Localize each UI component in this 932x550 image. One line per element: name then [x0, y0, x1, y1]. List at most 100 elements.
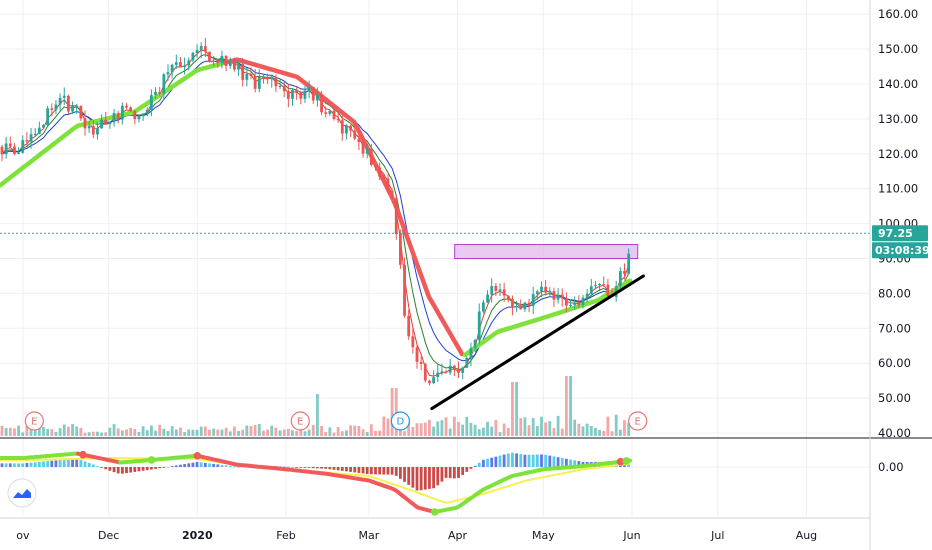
volume-bar	[540, 416, 543, 436]
macd-histogram-bar	[519, 454, 523, 467]
event-badge-circle	[390, 411, 410, 431]
volume-bar	[486, 421, 489, 436]
macd-histogram-bar	[216, 464, 220, 467]
volume-bar	[104, 432, 108, 436]
volume-bar	[378, 430, 382, 436]
macd-histogram-bar	[461, 467, 465, 475]
volume-bar	[233, 426, 236, 436]
macd-histogram-bar	[13, 463, 16, 467]
volume-bar	[432, 426, 435, 436]
volume-bar	[108, 427, 112, 436]
macd-histogram-bar	[29, 462, 33, 467]
volume-bar	[390, 388, 394, 436]
volume-bar	[286, 428, 290, 436]
candle-body	[303, 90, 307, 99]
candle-body	[311, 87, 315, 101]
volume-bar	[203, 426, 207, 436]
macd-histogram-bar	[125, 467, 128, 474]
candle-body	[100, 119, 103, 129]
volume-bar	[67, 426, 70, 436]
volume-bar	[365, 431, 369, 436]
candle-body	[411, 336, 415, 348]
time-axis[interactable]: ov Dec 2020 Feb Mar Apr May Jun Jul Aug	[16, 529, 817, 542]
event-badge-label: E	[31, 417, 37, 428]
candle-body	[436, 372, 440, 378]
volume-bar	[91, 431, 95, 436]
volume-bar	[506, 427, 510, 436]
candlesticks	[0, 37, 631, 386]
candle-body	[212, 61, 216, 63]
candle-body	[195, 50, 199, 53]
support-trendline[interactable]	[430, 274, 645, 411]
candle-body	[415, 347, 419, 362]
candle-body	[307, 87, 311, 91]
macd-axis[interactable]: 0.00	[878, 460, 904, 474]
candle-body	[448, 365, 452, 373]
macd-histogram-bar	[353, 467, 357, 473]
candle-body	[299, 92, 303, 99]
resistance-zone[interactable]	[454, 244, 639, 259]
candle-body	[328, 110, 332, 114]
macd-histogram-bar	[8, 463, 12, 467]
candle-body	[506, 295, 510, 299]
volume-bar	[436, 421, 440, 436]
candle-body	[540, 286, 543, 292]
volume-bar	[494, 419, 498, 436]
macd-histogram-bar	[71, 458, 74, 467]
volume-bar	[278, 430, 282, 436]
macd-histogram-bar	[141, 467, 145, 471]
macd-histogram-bar	[548, 455, 552, 467]
volume-bar	[394, 388, 398, 436]
macd-histogram-bar	[386, 467, 390, 475]
candle-body	[316, 94, 319, 101]
tradingview-logo[interactable]	[7, 478, 37, 508]
candle-body	[179, 62, 182, 68]
macd-histogram-bar	[120, 467, 124, 474]
volume-bar	[444, 417, 448, 436]
candle-body	[17, 152, 20, 155]
macd-histogram-bar	[100, 467, 103, 468]
volume-bar	[610, 431, 614, 436]
volume-bar	[336, 427, 340, 436]
volume-bar	[4, 428, 8, 436]
volume-bar	[482, 427, 485, 436]
macd-histogram-bar	[432, 467, 435, 489]
volume-bar	[515, 382, 518, 436]
candle-body	[96, 128, 99, 135]
candle-body	[158, 91, 162, 94]
volume-bar	[133, 428, 137, 436]
macd-histogram-bar	[191, 462, 195, 467]
trend-ma-rising	[0, 61, 225, 188]
macd-histogram-bar	[531, 454, 535, 467]
volume-bar	[0, 425, 4, 436]
volume-bar	[477, 429, 481, 436]
macd-histogram-bar	[486, 458, 489, 467]
price-tick-label: 160.00	[878, 7, 918, 21]
candle-body	[452, 365, 456, 370]
volume-bar	[249, 426, 253, 436]
time-tick-label: Jun	[622, 529, 640, 542]
volume-bar	[266, 429, 269, 436]
candle-body	[606, 284, 610, 297]
last-price-label: 97.25	[878, 227, 913, 240]
volume-bar	[411, 426, 415, 436]
candle-body	[552, 291, 556, 300]
macd-cross-dot	[193, 451, 202, 460]
volume-bar	[29, 425, 33, 436]
macd-histogram-bar	[129, 467, 133, 473]
candle-body	[581, 297, 585, 306]
macd-histogram-bar	[374, 467, 377, 475]
volume-bar	[25, 425, 29, 436]
candle-body	[46, 108, 50, 126]
candle-body	[531, 294, 535, 306]
trend-ma-recovery	[462, 278, 633, 358]
candle-body	[374, 164, 377, 168]
countdown-tag-box	[872, 242, 928, 259]
candle-body	[54, 104, 58, 110]
candle-body	[565, 298, 568, 306]
candle-body	[37, 127, 41, 135]
macd-cross-dot	[147, 456, 156, 464]
volume-bar	[407, 419, 411, 436]
